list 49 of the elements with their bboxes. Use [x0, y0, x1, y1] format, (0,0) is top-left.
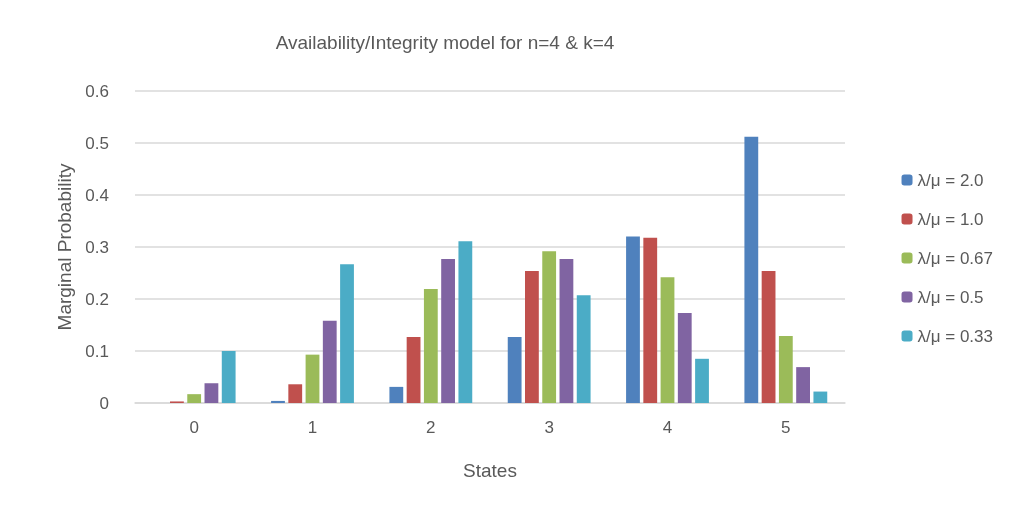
x-tick-label: 3	[544, 418, 554, 437]
legend-label: λ/μ = 0.33	[917, 326, 994, 346]
y-tick-label: 0.2	[85, 289, 109, 309]
x-tick-label: 2	[426, 418, 436, 437]
legend-label: λ/μ = 0.67	[917, 248, 994, 268]
bar	[778, 335, 793, 403]
bar	[660, 277, 675, 403]
x-tick-label: 5	[781, 418, 791, 437]
bar	[423, 289, 438, 403]
bar	[559, 258, 574, 403]
y-tick-label: 0.6	[85, 81, 109, 101]
bar	[271, 400, 285, 403]
y-axis-title: Marginal Probability	[54, 163, 76, 331]
bar	[322, 320, 337, 403]
bar	[796, 367, 810, 403]
bar	[761, 270, 776, 403]
x-tick-label: 0	[189, 418, 199, 437]
y-tick-label: 0.1	[85, 341, 109, 361]
bar	[626, 236, 640, 403]
legend-label: λ/μ = 2.0	[917, 170, 984, 190]
bar	[187, 394, 202, 403]
y-tick-label: 0.5	[85, 133, 109, 153]
bar	[542, 251, 557, 403]
bar	[204, 383, 219, 403]
bar	[507, 336, 522, 403]
bar	[576, 295, 591, 403]
bar	[458, 241, 473, 403]
bar	[813, 391, 828, 403]
x-tick-label: 1	[307, 418, 318, 437]
bar	[643, 237, 658, 403]
bar	[525, 270, 539, 403]
bar	[677, 313, 692, 403]
bar	[221, 351, 236, 403]
y-tick-label: 0.3	[85, 237, 109, 257]
bar	[288, 384, 303, 403]
chart-title: Availability/Integrity model for n=4 & k=4	[275, 32, 615, 53]
bar	[744, 136, 759, 403]
bar	[389, 386, 404, 403]
bar	[340, 264, 354, 403]
bar	[695, 358, 709, 403]
legend-label: λ/μ = 0.5	[917, 287, 984, 307]
bar	[406, 336, 421, 403]
x-tick-label: 4	[662, 418, 673, 437]
x-axis-title: States	[463, 460, 517, 481]
bar	[305, 354, 320, 403]
legend-label: λ/μ = 1.0	[917, 209, 984, 229]
bar	[441, 258, 455, 403]
y-tick-label: 0.4	[85, 185, 109, 205]
y-tick-label: 0	[99, 393, 109, 413]
